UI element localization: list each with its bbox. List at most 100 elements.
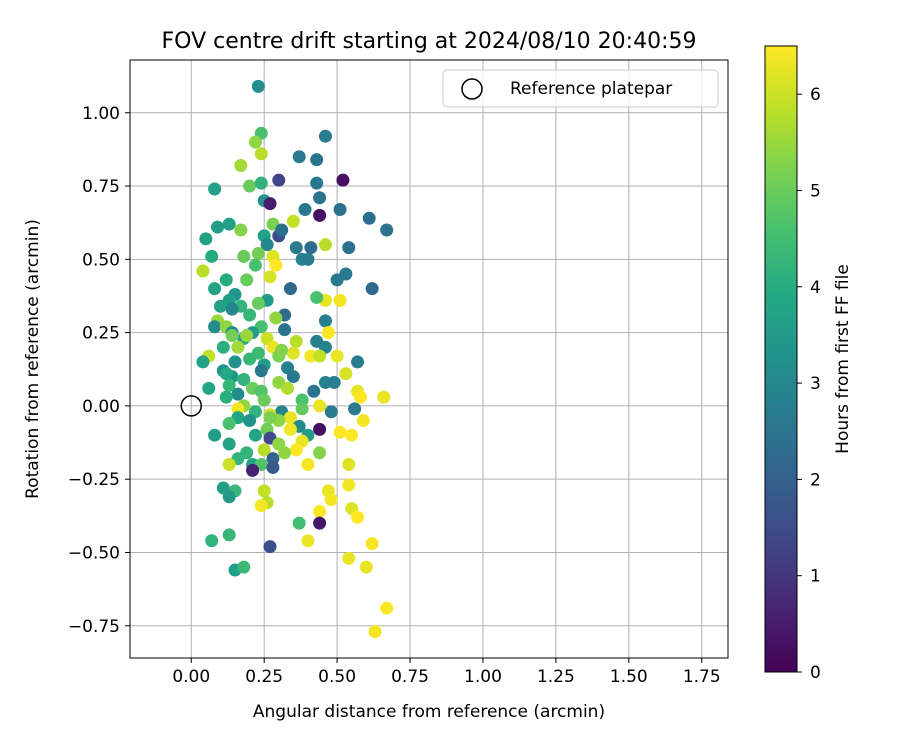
data-point <box>324 405 338 419</box>
data-point <box>254 147 268 161</box>
data-point <box>313 446 327 460</box>
data-point <box>219 273 233 287</box>
data-point <box>342 478 356 492</box>
data-point <box>237 560 251 574</box>
data-point <box>243 308 257 322</box>
data-point <box>219 367 233 381</box>
data-point <box>278 446 292 460</box>
data-point <box>324 493 338 507</box>
x-tick-label: 0.75 <box>391 667 429 687</box>
data-point <box>313 191 327 205</box>
y-tick-label: 0.00 <box>82 397 120 417</box>
data-point <box>307 384 321 398</box>
data-point <box>321 326 335 340</box>
data-point <box>196 355 210 369</box>
colorbar-tick-label: 2 <box>810 470 821 490</box>
data-point <box>196 264 210 278</box>
data-point <box>240 273 254 287</box>
data-point <box>313 349 327 363</box>
data-point <box>377 390 391 404</box>
x-axis-label: Angular distance from reference (arcmin) <box>253 702 605 722</box>
data-point <box>286 214 300 228</box>
data-point <box>301 534 315 548</box>
data-point <box>222 437 236 451</box>
data-point <box>353 390 367 404</box>
data-point <box>269 258 283 272</box>
legend-label: Reference platepar <box>510 79 672 99</box>
data-points <box>196 79 394 639</box>
data-point <box>275 343 289 357</box>
ticks: 0.00 0.25 0.50 0.75 1.00 1.25 1.50 1.75 −0.75 −0.… <box>68 104 721 687</box>
data-point <box>330 273 344 287</box>
data-point <box>318 238 332 252</box>
x-tick-label: 1.50 <box>610 667 648 687</box>
legend-marker-icon <box>461 78 483 100</box>
data-point <box>269 311 283 325</box>
x-tick-label: 1.00 <box>464 667 502 687</box>
colorbar-gradient <box>764 45 798 673</box>
data-point <box>202 381 216 395</box>
data-point <box>278 323 292 337</box>
data-point <box>339 367 353 381</box>
data-point <box>208 182 222 196</box>
data-point <box>222 490 236 504</box>
data-point <box>248 135 262 149</box>
data-point <box>219 390 233 404</box>
colorbar: 0 1 2 3 4 5 6 Hours from first FF file <box>764 45 853 683</box>
data-point <box>356 414 370 428</box>
legend-box <box>442 69 719 108</box>
data-point <box>295 402 309 416</box>
data-point <box>237 249 251 263</box>
data-point <box>380 223 394 237</box>
colorbar-tick-label: 1 <box>810 567 821 587</box>
chart-title: FOV centre drift starting at 2024/08/10 … <box>162 29 697 54</box>
data-point <box>301 252 315 266</box>
data-point <box>289 443 303 457</box>
data-point <box>333 293 347 307</box>
data-point <box>222 217 236 231</box>
grid <box>130 60 728 658</box>
data-point <box>234 223 248 237</box>
y-axis-label: Rotation from reference (arcmin) <box>23 219 43 499</box>
data-point <box>292 150 306 164</box>
data-point <box>283 411 297 425</box>
data-point <box>333 425 347 439</box>
data-point <box>330 349 344 363</box>
colorbar-tick-label: 5 <box>810 181 821 201</box>
colorbar-tick-label: 0 <box>810 663 821 683</box>
colorbar-tick-label: 4 <box>810 278 821 298</box>
data-point <box>313 504 327 518</box>
y-tick-label: −0.25 <box>68 470 120 490</box>
data-point <box>248 258 262 272</box>
data-point <box>301 458 315 472</box>
data-point <box>246 463 260 477</box>
data-point <box>213 299 227 313</box>
y-tick-label: −0.50 <box>68 543 120 563</box>
data-point <box>333 203 347 216</box>
colorbar-tick-label: 3 <box>810 374 821 394</box>
x-tick-label: 1.25 <box>537 667 575 687</box>
data-point <box>313 422 327 436</box>
data-point <box>208 320 222 334</box>
data-point <box>348 402 362 416</box>
data-point <box>243 179 257 193</box>
data-point <box>272 173 286 187</box>
x-tick-label: 1.75 <box>683 667 721 687</box>
data-point <box>289 241 303 255</box>
data-point <box>263 197 277 211</box>
data-point <box>243 414 257 428</box>
data-point <box>263 411 277 425</box>
y-tick-label: 0.50 <box>82 250 120 270</box>
data-point <box>310 153 324 167</box>
data-point <box>318 314 332 328</box>
data-point <box>283 422 297 436</box>
data-point <box>199 232 213 246</box>
data-point <box>208 282 222 296</box>
data-point <box>342 241 356 255</box>
data-point <box>257 443 271 457</box>
data-point <box>275 223 289 237</box>
x-tick-label: 0.25 <box>245 667 283 687</box>
data-point <box>289 334 303 348</box>
